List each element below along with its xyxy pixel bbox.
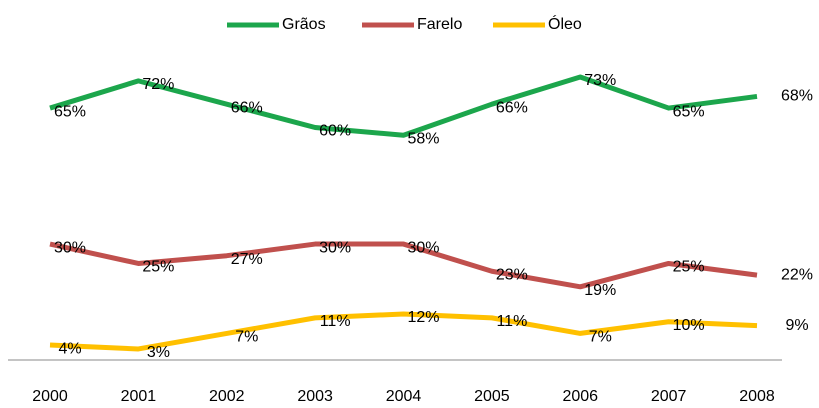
x-tick-label: 2000 — [32, 388, 68, 405]
data-label: 30% — [54, 239, 86, 256]
data-label: 65% — [54, 103, 86, 120]
data-label: 27% — [231, 251, 263, 268]
data-label: 19% — [584, 282, 616, 299]
data-label: 68% — [781, 88, 813, 105]
x-tick-label: 2002 — [209, 388, 245, 405]
data-label: 58% — [407, 130, 439, 147]
data-label: 25% — [673, 259, 705, 276]
data-label: 60% — [319, 123, 351, 140]
data-label: 7% — [235, 329, 258, 346]
x-tick-label: 2005 — [474, 388, 510, 405]
data-label: 10% — [673, 317, 705, 334]
x-tick-label: 2007 — [651, 388, 687, 405]
data-label: 9% — [785, 317, 808, 334]
x-tick-label: 2003 — [297, 388, 333, 405]
data-label: 25% — [142, 259, 174, 276]
data-label: 3% — [147, 344, 170, 361]
data-label: 12% — [407, 309, 439, 326]
data-label: 72% — [142, 76, 174, 93]
data-label: 11% — [496, 313, 527, 330]
data-label: 30% — [319, 239, 351, 256]
legend-label: Farelo — [417, 16, 462, 33]
data-label: 65% — [673, 103, 705, 120]
data-label: 66% — [496, 99, 528, 116]
data-label: 22% — [781, 266, 813, 283]
data-label: 23% — [496, 266, 528, 283]
x-tick-label: 2008 — [739, 388, 775, 405]
data-label: 66% — [231, 99, 263, 116]
data-label: 30% — [407, 239, 439, 256]
series-line — [49, 241, 758, 290]
x-tick-label: 2006 — [562, 388, 598, 405]
data-label: 73% — [584, 72, 616, 89]
x-tick-label: 2004 — [386, 388, 422, 405]
legend-label: Grãos — [282, 16, 326, 33]
legend-label: Óleo — [548, 14, 582, 33]
data-label: 11% — [320, 313, 351, 330]
data-label: 7% — [589, 329, 612, 346]
x-tick-label: 2001 — [121, 388, 157, 405]
data-label: 4% — [58, 340, 81, 357]
series-line — [49, 311, 758, 352]
series-line — [49, 74, 758, 138]
